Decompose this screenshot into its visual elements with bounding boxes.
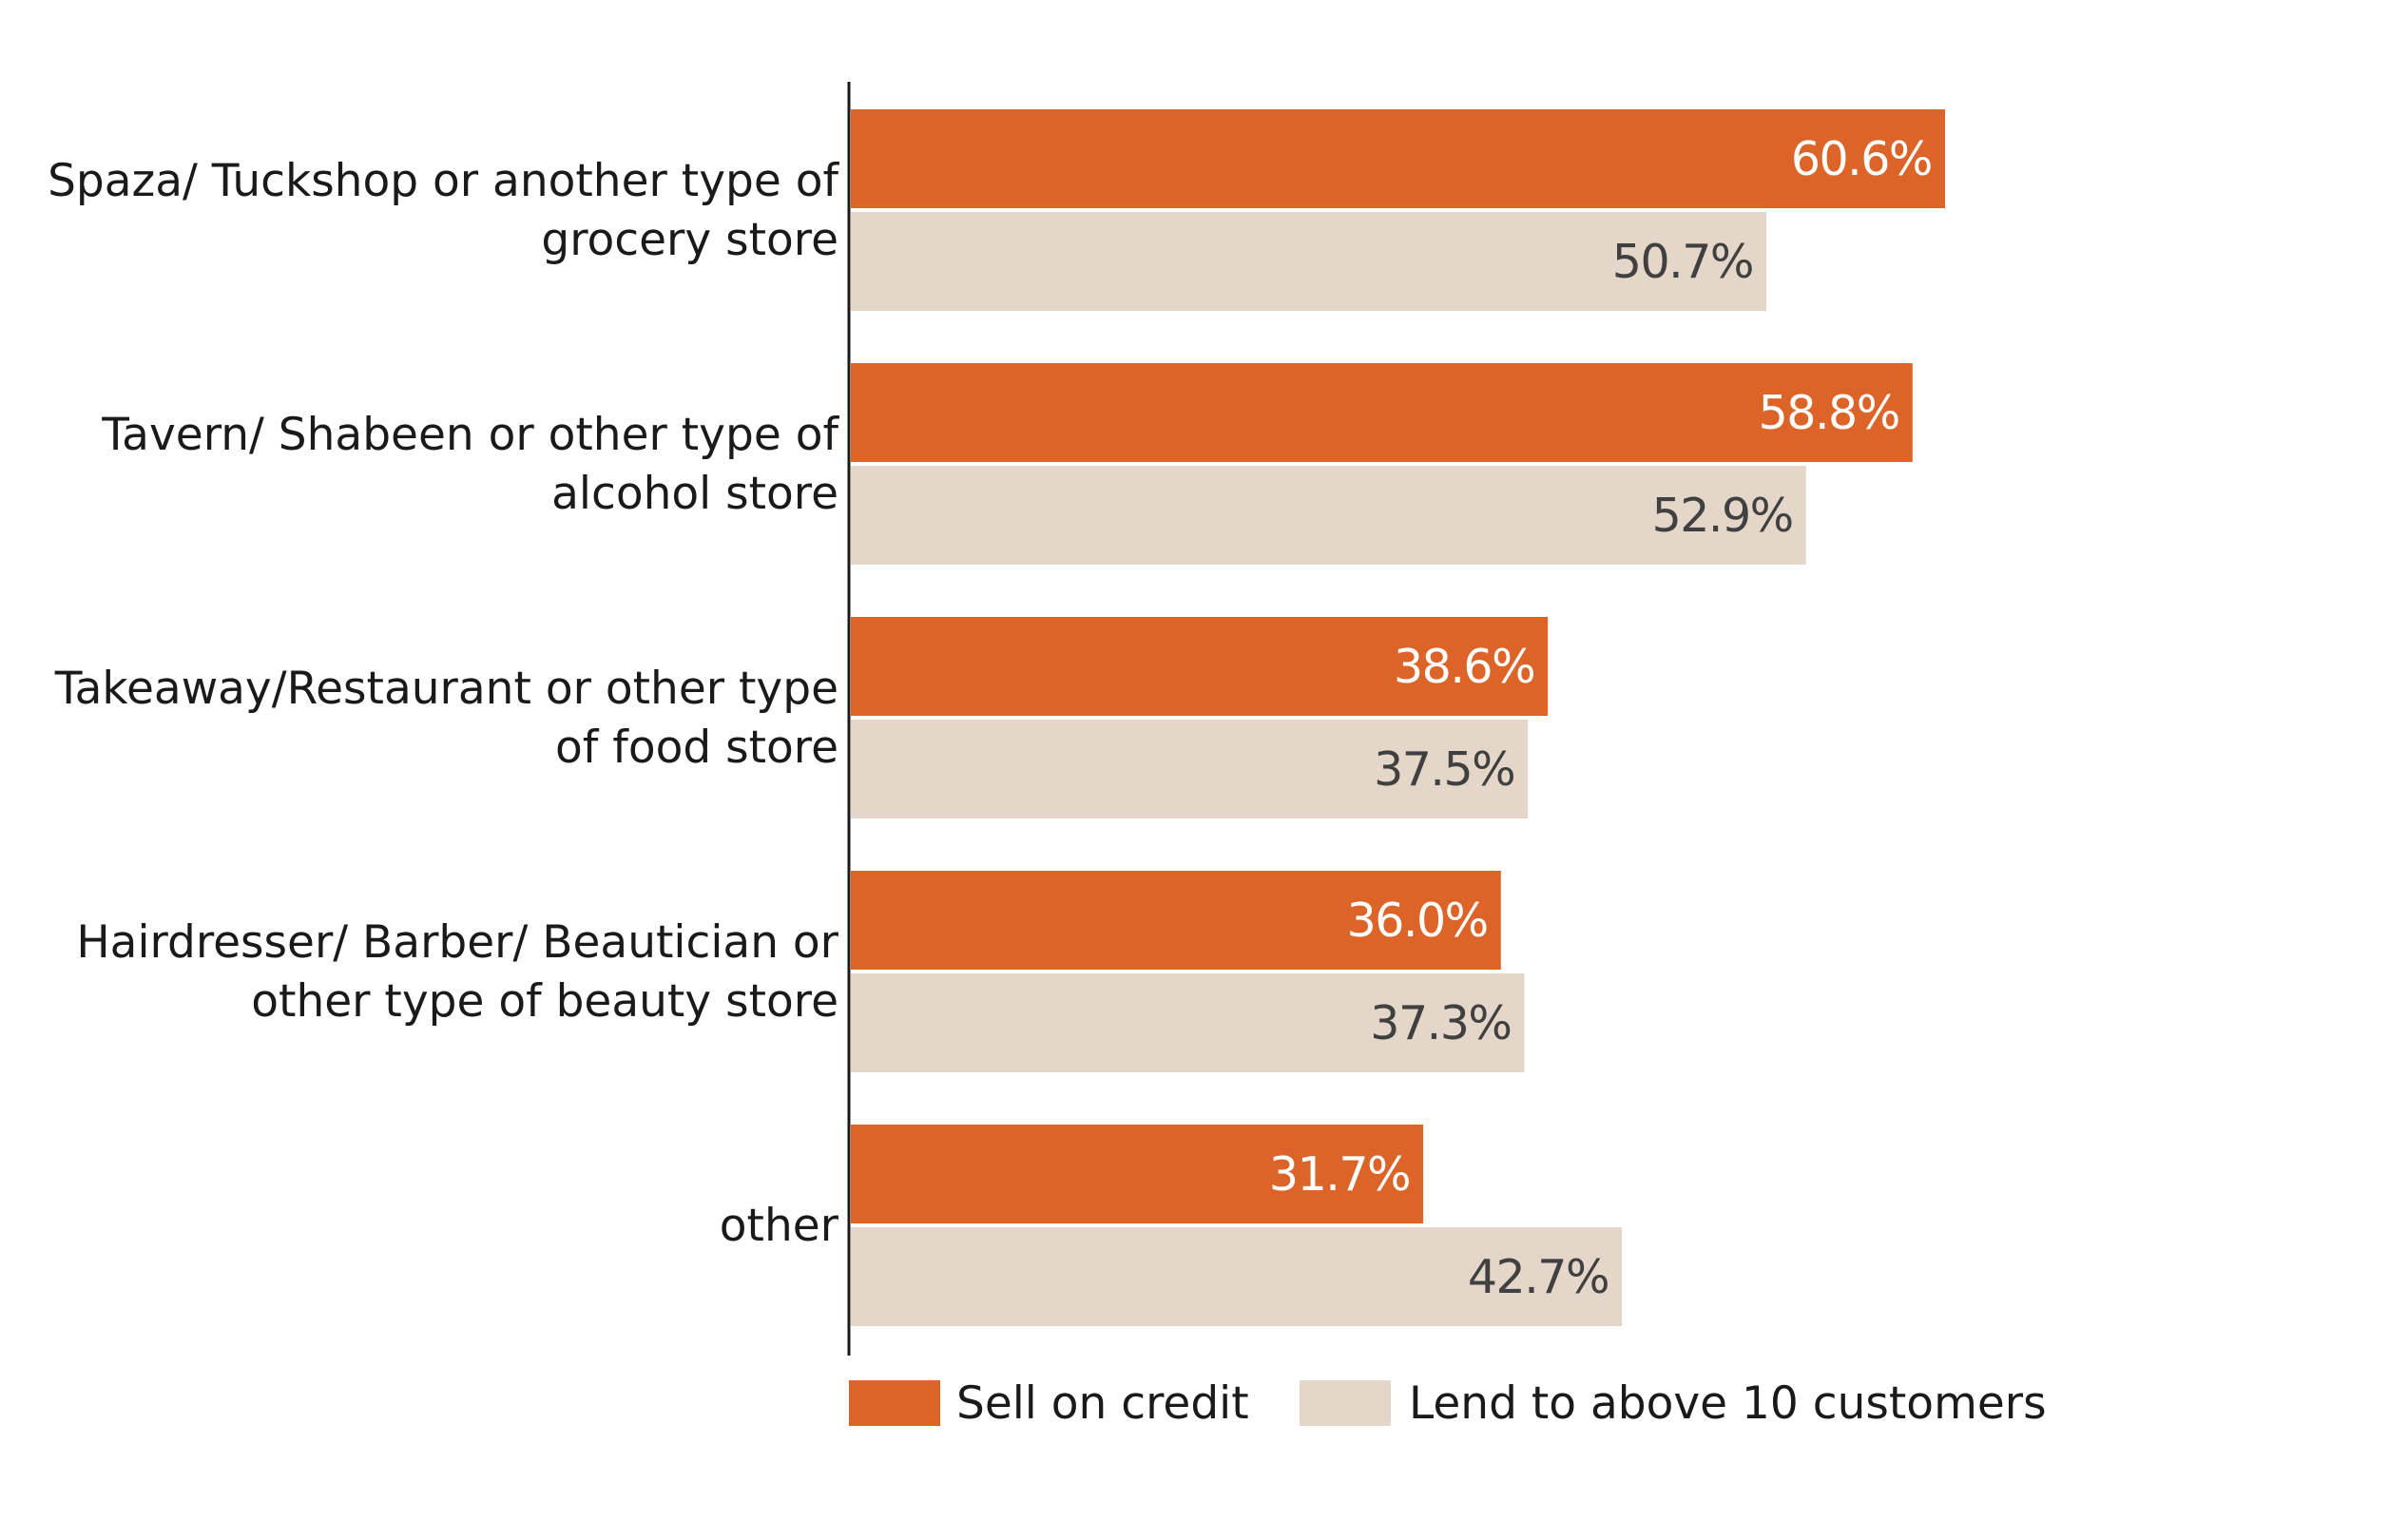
- value-label-lend-to-above-10-customers-4: 42.7%: [1468, 1250, 1609, 1304]
- bar-lend-to-above-10-customers-2: [851, 720, 1529, 818]
- bar-lend-to-above-10-customers-0: [851, 212, 1766, 311]
- category-label-2-line-1: of food store: [555, 722, 838, 774]
- bar-sell-on-credit-4: [851, 1125, 1424, 1223]
- bar-lend-to-above-10-customers-1: [851, 466, 1806, 565]
- category-label-0-line-0: Spaza/ Tuckshop or another type of: [48, 155, 839, 207]
- legend-swatch-lend-to-above-10-customers: [1300, 1380, 1391, 1426]
- category-label-1-line-1: alcohol store: [551, 468, 838, 520]
- category-labels-layer: Spaza/ Tuckshop or another type of grocer…: [48, 155, 839, 1252]
- bar-lend-to-above-10-customers-4: [851, 1227, 1623, 1326]
- value-label-lend-to-above-10-customers-2: 37.5%: [1374, 742, 1514, 797]
- bar-lend-to-above-10-customers-3: [851, 973, 1525, 1072]
- category-label-3-line-1: other type of beauty store: [251, 975, 838, 1028]
- bar-sell-on-credit-0: [851, 109, 1945, 208]
- bar-sell-on-credit-1: [851, 363, 1913, 462]
- category-label-4-line-0: other: [720, 1200, 839, 1252]
- value-label-lend-to-above-10-customers-3: 37.3%: [1370, 996, 1511, 1050]
- value-label-lend-to-above-10-customers-0: 50.7%: [1612, 235, 1753, 289]
- value-label-lend-to-above-10-customers-1: 52.9%: [1652, 489, 1793, 543]
- category-label-2-line-0: Takeaway/Restaurant or other type: [54, 663, 838, 715]
- value-label-sell-on-credit-1: 58.8%: [1759, 386, 1899, 440]
- bar-sell-on-credit-3: [851, 871, 1501, 970]
- value-label-sell-on-credit-2: 38.6%: [1394, 640, 1534, 694]
- bars-layer: [851, 109, 1945, 1326]
- value-label-sell-on-credit-3: 36.0%: [1347, 894, 1488, 948]
- legend: Sell on credit Lend to above 10 customers: [849, 1377, 2047, 1430]
- value-labels-layer: 60.6% 50.7% 58.8% 52.9% 38.6% 37.5% 36.0% 37.3%…: [1269, 132, 1934, 1304]
- value-label-sell-on-credit-0: 60.6%: [1791, 132, 1932, 186]
- category-label-3-line-0: Hairdresser/ Barber/ Beautician or: [76, 916, 838, 969]
- legend-swatch-sell-on-credit: [849, 1380, 940, 1426]
- category-label-0-line-1: grocery store: [541, 214, 838, 266]
- bar-sell-on-credit-2: [851, 617, 1549, 716]
- category-label-1-line-0: Tavern/ Shabeen or other type of: [101, 409, 839, 461]
- value-label-sell-on-credit-4: 31.7%: [1269, 1147, 1410, 1202]
- legend-label-sell-on-credit: Sell on credit: [956, 1377, 1249, 1430]
- legend-label-lend-to-above-10-customers: Lend to above 10 customers: [1409, 1377, 2047, 1430]
